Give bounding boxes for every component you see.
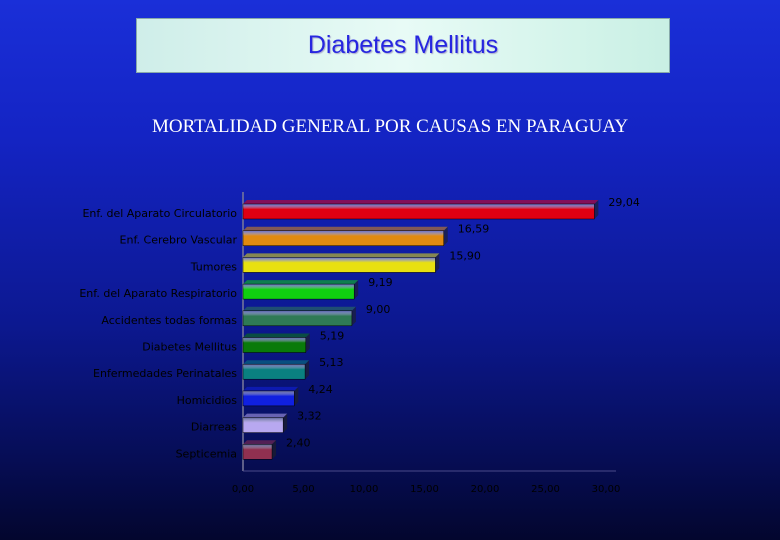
data-label: 5,13 (319, 356, 344, 369)
bar-side-face (354, 280, 359, 300)
category-label: Accidentes todas formas (101, 314, 237, 327)
category-label: Septicemia (176, 447, 237, 460)
bar (242, 444, 273, 460)
data-label: 4,24 (308, 383, 333, 396)
x-tick-label: 20,00 (471, 484, 500, 495)
category-label: Enf. del Aparato Respiratorio (79, 287, 237, 300)
category-label: Homicidios (177, 394, 238, 407)
bar-side-face (443, 226, 448, 246)
bar-side-face (272, 440, 277, 460)
bar (242, 363, 306, 380)
bar-top-face (243, 386, 299, 391)
data-label: 16,59 (458, 223, 490, 236)
bar-top-face (243, 280, 359, 285)
data-label: 3,32 (297, 410, 322, 423)
bar (242, 417, 284, 433)
data-label: 9,00 (366, 303, 391, 316)
data-label: 9,19 (368, 276, 393, 289)
bar-side-face (594, 200, 599, 219)
bar-top-face (243, 360, 310, 365)
category-label: Diarreas (191, 421, 237, 434)
x-tick-label: 30,00 (592, 484, 621, 495)
data-label: 2,40 (286, 436, 311, 449)
bar (242, 310, 353, 327)
bar (242, 230, 444, 246)
x-tick-label: 15,00 (410, 484, 439, 495)
bar-side-face (305, 360, 310, 380)
bar-top-face (243, 413, 288, 418)
bar-side-face (351, 306, 356, 326)
page-title: Diabetes Mellitus (307, 31, 499, 59)
bar-top-face (243, 200, 599, 204)
chart-subtitle: MORTALIDAD GENERAL POR CAUSAS EN PARAGUA… (151, 116, 629, 137)
category-label: Enf. del Aparato Circulatorio (82, 207, 237, 220)
data-label: 5,19 (320, 330, 345, 343)
title-box: Diabetes Mellitus (136, 18, 670, 73)
bar-side-face (435, 253, 440, 273)
bar-top-face (243, 440, 277, 445)
category-label: Enf. Cerebro Vascular (120, 234, 238, 247)
bar-top-face (243, 333, 310, 338)
bar (242, 283, 355, 300)
data-label: 29,04 (608, 196, 640, 209)
x-tick-label: 25,00 (531, 484, 560, 495)
bar (242, 203, 595, 220)
bar-side-face (305, 333, 310, 353)
category-label: Enfermedades Perinatales (93, 367, 237, 380)
bar (242, 390, 295, 407)
bar-side-face (294, 386, 299, 406)
category-label: Diabetes Mellitus (142, 341, 237, 354)
bar-top-face (243, 226, 448, 231)
bar (242, 257, 436, 273)
bar (242, 337, 307, 353)
category-label: Tumores (190, 260, 238, 273)
bar-top-face (243, 306, 356, 311)
bar-top-face (243, 253, 440, 258)
x-tick-label: 5,00 (292, 484, 314, 495)
x-tick-label: 0,00 (232, 484, 254, 495)
x-tick-label: 10,00 (350, 484, 379, 495)
bar-side-face (283, 413, 288, 433)
data-label: 15,90 (449, 249, 481, 262)
